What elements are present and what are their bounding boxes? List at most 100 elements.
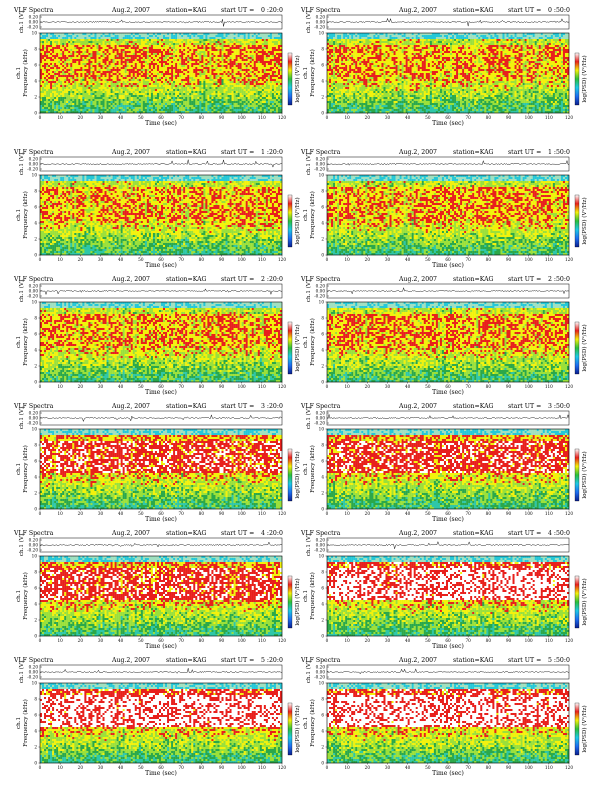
spectro-cell — [50, 93, 52, 95]
spectro-cell — [56, 71, 58, 73]
spectro-cell — [52, 101, 54, 103]
spectro-cell — [46, 37, 48, 39]
spectro-cell — [66, 59, 68, 61]
spectro-cell — [62, 77, 64, 79]
spectro-cell — [52, 103, 54, 105]
spectro-cell — [60, 69, 62, 71]
spectro-cell — [44, 41, 46, 43]
spectro-cell — [48, 67, 50, 69]
spectro-cell — [52, 79, 54, 81]
spectro-cell — [56, 51, 58, 53]
spectro-cell — [60, 71, 62, 73]
spectro-cell — [50, 49, 52, 51]
spectro-cell — [44, 71, 46, 73]
spectro-cell — [52, 87, 54, 89]
spectro-cell — [52, 45, 54, 47]
spectro-cell — [56, 37, 58, 39]
spectro-cell — [64, 61, 66, 63]
spectro-cell — [44, 45, 46, 47]
spectro-cell — [60, 55, 62, 57]
spectro-cell — [62, 71, 64, 73]
spectro-cell — [66, 61, 68, 63]
spectro-cell — [62, 65, 64, 67]
spectro-cell — [52, 37, 54, 39]
spectro-cell — [66, 37, 68, 39]
spectro-cell — [60, 95, 62, 97]
spectro-cell — [42, 79, 44, 81]
spectro-cell — [48, 51, 50, 53]
spectro-cell — [58, 35, 60, 37]
spectro-cell — [40, 101, 42, 103]
spectro-cell — [42, 41, 44, 43]
spectro-cell — [46, 43, 48, 45]
spectro-cell — [50, 95, 52, 97]
spectro-cell — [44, 39, 46, 41]
spectro-cell — [62, 95, 64, 97]
spectro-cell — [56, 41, 58, 43]
spectro-cell — [64, 93, 66, 95]
spectro-cell — [56, 99, 58, 101]
spectro-cell — [50, 55, 52, 57]
spectro-cell — [44, 73, 46, 75]
spectro-cell — [46, 101, 48, 103]
spectro-cell — [56, 103, 58, 105]
spectro-cell — [62, 41, 64, 43]
spectro-cell — [46, 45, 48, 47]
spectro-cell — [50, 45, 52, 47]
spectro-cell — [54, 95, 56, 97]
spectro-cell — [64, 103, 66, 105]
spectro-cell — [64, 87, 66, 89]
spectro-cell — [44, 105, 46, 107]
spectro-cell — [42, 95, 44, 97]
spectro-cell — [52, 49, 54, 51]
spectro-cell — [40, 53, 42, 55]
spectro-cell — [40, 57, 42, 59]
spectro-cell — [40, 81, 42, 83]
spectro-cell — [64, 33, 66, 35]
spectro-cell — [48, 93, 50, 95]
spectro-cell — [58, 45, 60, 47]
spectro-cell — [58, 71, 60, 73]
spectro-cell — [56, 77, 58, 79]
spectro-cell — [52, 33, 54, 35]
spectro-cell — [48, 43, 50, 45]
spectro-cell — [44, 109, 46, 111]
spectro-cell — [42, 57, 44, 59]
spectro-cell — [54, 45, 56, 47]
spectro-cell — [54, 65, 56, 67]
spectro-cell — [52, 57, 54, 59]
spectro-cell — [40, 91, 42, 93]
spectro-cell — [40, 89, 42, 91]
spectro-cell — [48, 47, 50, 49]
panel-start-prefix: start UT = — [221, 7, 254, 14]
spectro-cell — [54, 87, 56, 89]
spectro-cell — [66, 39, 68, 41]
spectro-cell — [58, 73, 60, 75]
spectro-cell — [48, 33, 50, 35]
spectro-cell — [62, 99, 64, 101]
spectro-cell — [62, 109, 64, 111]
spectro-cell — [46, 51, 48, 53]
spectro-cell — [56, 75, 58, 77]
spectro-cell — [64, 65, 66, 67]
spectro-cell — [42, 83, 44, 85]
spectro-cell — [46, 41, 48, 43]
spectro-cell — [54, 77, 56, 79]
spectro-cell — [56, 35, 58, 37]
spectro-cell — [60, 59, 62, 61]
spectro-cell — [40, 37, 42, 39]
spectro-cell — [52, 47, 54, 49]
spectro-cell — [42, 43, 44, 45]
spectro-cell — [60, 85, 62, 87]
spectro-cell — [52, 63, 54, 65]
spectro-cell — [46, 87, 48, 89]
spectro-cell — [58, 107, 60, 109]
spectro-cell — [54, 89, 56, 91]
spectro-cell — [58, 83, 60, 85]
spectro-cell — [44, 59, 46, 61]
spectro-cell — [44, 79, 46, 81]
chart-panel-1: VLF Spectra Aug.2, 2007 station=KAG start U… — [13, 7, 301, 127]
spectro-cell — [46, 93, 48, 95]
spectro-cell — [58, 109, 60, 111]
spectro-cell — [40, 51, 42, 53]
